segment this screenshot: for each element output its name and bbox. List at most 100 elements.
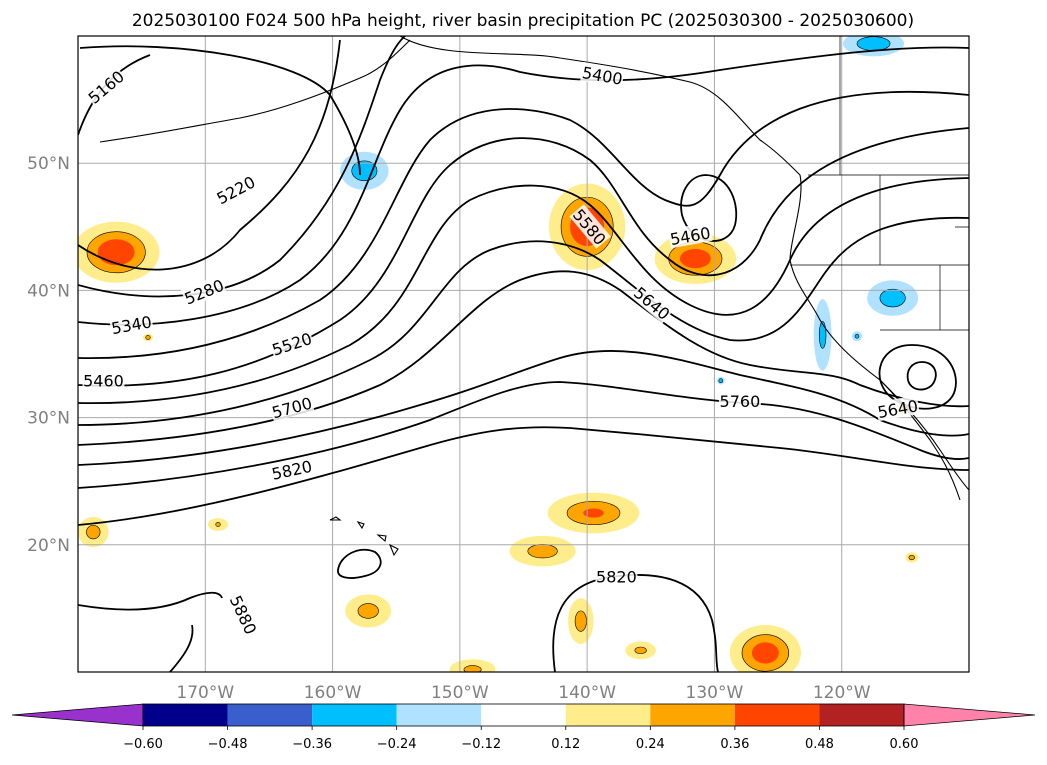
- precip-region-13: [905, 552, 919, 563]
- colorbar-segment: [565, 704, 651, 726]
- colorbar-tick-label: 0.12: [551, 737, 580, 752]
- colorbar-segment: [396, 704, 482, 726]
- colorbar-segment: [650, 704, 735, 726]
- precip-level-2: [908, 554, 915, 561]
- precip-level-2: [574, 610, 587, 632]
- precip-level-2: [86, 524, 101, 540]
- x-tick-label: 140°W: [558, 683, 616, 703]
- colorbar: −0.60 −0.48 −0.36 −0.24 −0.12 0.12 0.24 0.36 0.4…: [11, 703, 1036, 752]
- x-tick-label: 130°W: [686, 683, 744, 703]
- precip-region-4: [547, 492, 640, 534]
- contour-5820-south: [552, 574, 719, 672]
- y-tick-label: 30°N: [27, 409, 70, 429]
- precip-level-2: [854, 333, 860, 339]
- y-tick-label: 20°N: [27, 536, 70, 556]
- precip-region-8: [345, 594, 392, 628]
- contour-5580: [78, 217, 969, 426]
- contour-5280: [78, 36, 406, 298]
- colorbar-tick-label: 0.60: [890, 737, 919, 752]
- precip-level-2: [145, 335, 151, 340]
- contour-5220: [78, 39, 341, 271]
- coastline-alaska-islands: [99, 39, 411, 143]
- precip-level-3: [97, 239, 135, 266]
- precip-region-11: [625, 641, 656, 660]
- precip-level-2: [856, 36, 891, 51]
- precip-region-15: [340, 151, 389, 190]
- colorbar-tick-label: −0.36: [292, 737, 332, 752]
- y-tick-label: 40°N: [27, 281, 70, 301]
- precip-level-3: [679, 248, 711, 269]
- precip-level-2: [718, 378, 724, 384]
- contour-5460: [78, 127, 969, 387]
- contour-label-text: 5460: [83, 372, 124, 391]
- colorbar-segment: [227, 704, 313, 726]
- colorbar-segment: [143, 704, 228, 726]
- y-tick-label: 50°N: [27, 154, 70, 174]
- contour-label-text: 5760: [720, 392, 761, 411]
- contour-label-text: 5820: [596, 568, 637, 587]
- contour-label-bg: [595, 566, 638, 586]
- colorbar-segment: [481, 704, 566, 726]
- contour-label-bg: [212, 171, 259, 208]
- precip-region-19: [851, 331, 863, 342]
- precip-level-2: [463, 665, 482, 672]
- precip-level-2: [215, 522, 221, 527]
- precip-level-2: [879, 288, 906, 308]
- contour-label: 5820: [595, 566, 638, 587]
- map-frame: [77, 35, 970, 673]
- contour-label-bg: [269, 455, 315, 483]
- contour-5880-west: [78, 591, 223, 611]
- contour-label-bg: [875, 395, 920, 422]
- precip-region-5: [509, 535, 576, 567]
- x-tick-label: 150°W: [431, 683, 489, 703]
- colorbar-tick-label: 0.48: [805, 737, 834, 752]
- precip-region-17: [867, 280, 919, 316]
- colorbar-segment: [819, 704, 904, 726]
- coastline-north-america: [399, 36, 969, 491]
- colorbar-extend-max: [903, 703, 1036, 727]
- precip-level-2: [357, 603, 379, 619]
- colorbar-tick-label: −0.48: [208, 737, 248, 752]
- contour-label-bg: [630, 281, 675, 324]
- colorbar-tick-label: 0.24: [636, 737, 665, 752]
- colorbar-segment: [734, 704, 820, 726]
- contour-5160: [79, 45, 361, 176]
- political-borders: [790, 36, 969, 331]
- contour-5760: [78, 381, 969, 489]
- contour-label-bg: [268, 392, 315, 422]
- precip-region-12: [207, 518, 229, 531]
- precip-region-6: [729, 624, 801, 672]
- map-background: [78, 36, 969, 672]
- colorbar-tick-label: −0.12: [461, 737, 501, 752]
- x-tick-label: 170°W: [176, 683, 234, 703]
- contour-5640: [78, 270, 969, 446]
- contour-label-bg: [667, 222, 713, 249]
- contour-label-bg: [180, 274, 227, 308]
- precip-region-7: [568, 598, 594, 645]
- contour-5340: [78, 46, 969, 326]
- precip-region-20: [716, 376, 725, 385]
- colorbar-extend-min: [11, 703, 144, 727]
- precip-level-2: [351, 160, 378, 182]
- colorbar-frame: [142, 703, 905, 727]
- colorbar-tick-label: −0.24: [377, 737, 417, 752]
- precip-level-2: [634, 646, 647, 655]
- coastlines: [99, 36, 969, 557]
- height-contours: [78, 36, 969, 672]
- hawaii-islands: [329, 516, 399, 557]
- contour-5400: [78, 90, 969, 360]
- precip-level-2: [527, 544, 558, 559]
- precip-region-1: [78, 221, 160, 283]
- coastline-baja: [879, 379, 961, 501]
- precip-region-18: [813, 299, 832, 371]
- contour-5640-east: [878, 344, 957, 410]
- contour-label-bg: [268, 327, 315, 359]
- x-tick-label: 120°W: [813, 683, 871, 703]
- contour-label-bg: [226, 591, 262, 638]
- contour-label-bg: [580, 61, 625, 88]
- contour-label-bg: [718, 391, 761, 411]
- contour-label: 5760: [718, 391, 761, 411]
- contour-label-bg: [83, 65, 128, 108]
- lat-lon-grid: [78, 36, 969, 672]
